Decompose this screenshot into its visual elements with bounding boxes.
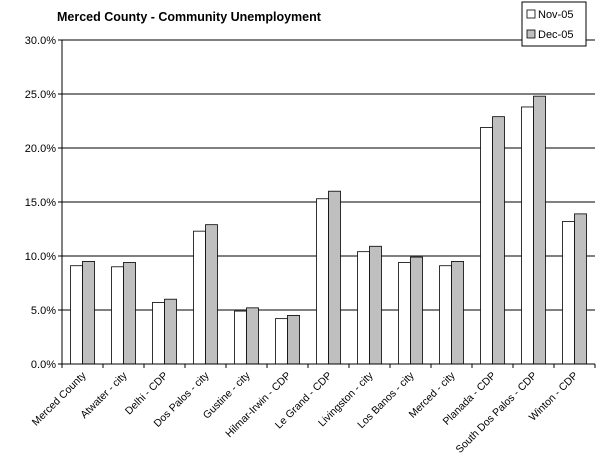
chart-title: Merced County - Community Unemployment (57, 10, 322, 24)
bar-nov-05-gustine-city (234, 310, 247, 365)
bar-dec-05-planada-cdp (492, 116, 505, 365)
legend: Nov-05 Dec-05 (521, 1, 587, 47)
legend-label: Dec-05 (538, 29, 573, 41)
bar-nov-05-planada-cdp (480, 127, 493, 365)
bar-dec-05-livingston-city (369, 245, 382, 365)
x-category-label: South Dos Palos - CDP (454, 370, 540, 456)
bar-dec-05-winton-cdp (574, 213, 587, 365)
bar-nov-05-dos-palos-city (193, 230, 206, 365)
bar-nov-05-merced-county (70, 265, 83, 365)
y-tick-label: 25.0% (25, 89, 56, 101)
y-tick-label: 0.0% (31, 359, 56, 371)
legend-label: Nov-05 (538, 9, 573, 21)
bar-nov-05-winton-cdp (562, 221, 575, 365)
bars (70, 95, 587, 365)
y-tick-label: 5.0% (31, 305, 56, 317)
bar-dec-05-dos-palos-city (205, 224, 218, 365)
bar-nov-05-south-dos-palos-cdp (521, 106, 534, 365)
legend-box (521, 1, 587, 47)
legend-swatch (526, 9, 536, 19)
bar-nov-05-los-banos-city (398, 262, 411, 365)
bar-nov-05-livingston-city (357, 251, 370, 365)
bar-nov-05-delhi-cdp (152, 302, 165, 365)
y-tick-label: 30.0% (25, 35, 56, 47)
bar-dec-05-atwater-city (123, 262, 136, 365)
bar-dec-05-gustine-city (246, 307, 259, 365)
bar-nov-05-hilmar-irwin-cdp (275, 318, 288, 365)
bar-nov-05-merced-city (439, 265, 452, 365)
bar-dec-05-hilmar-irwin-cdp (287, 314, 300, 365)
bar-dec-05-delhi-cdp (164, 298, 177, 365)
bar-dec-05-le-grand-cdp (328, 190, 341, 365)
bar-dec-05-merced-city (451, 260, 464, 365)
y-tick-label: 15.0% (25, 197, 56, 209)
y-tick-label: 20.0% (25, 143, 56, 155)
bar-dec-05-south-dos-palos-cdp (533, 95, 546, 365)
axes (58, 39, 596, 368)
bar-dec-05-merced-county (82, 260, 95, 365)
y-tick-label: 10.0% (25, 251, 56, 263)
bar-dec-05-los-banos-city (410, 256, 423, 365)
legend-swatch (526, 29, 536, 39)
y-tick-labels: 0.0% 5.0% 10.0% 15.0% 20.0% 25.0% 30.0% (25, 35, 56, 371)
x-category-label: Merced County (30, 369, 89, 428)
bar-nov-05-atwater-city (111, 266, 124, 365)
bar-nov-05-le-grand-cdp (316, 198, 329, 365)
